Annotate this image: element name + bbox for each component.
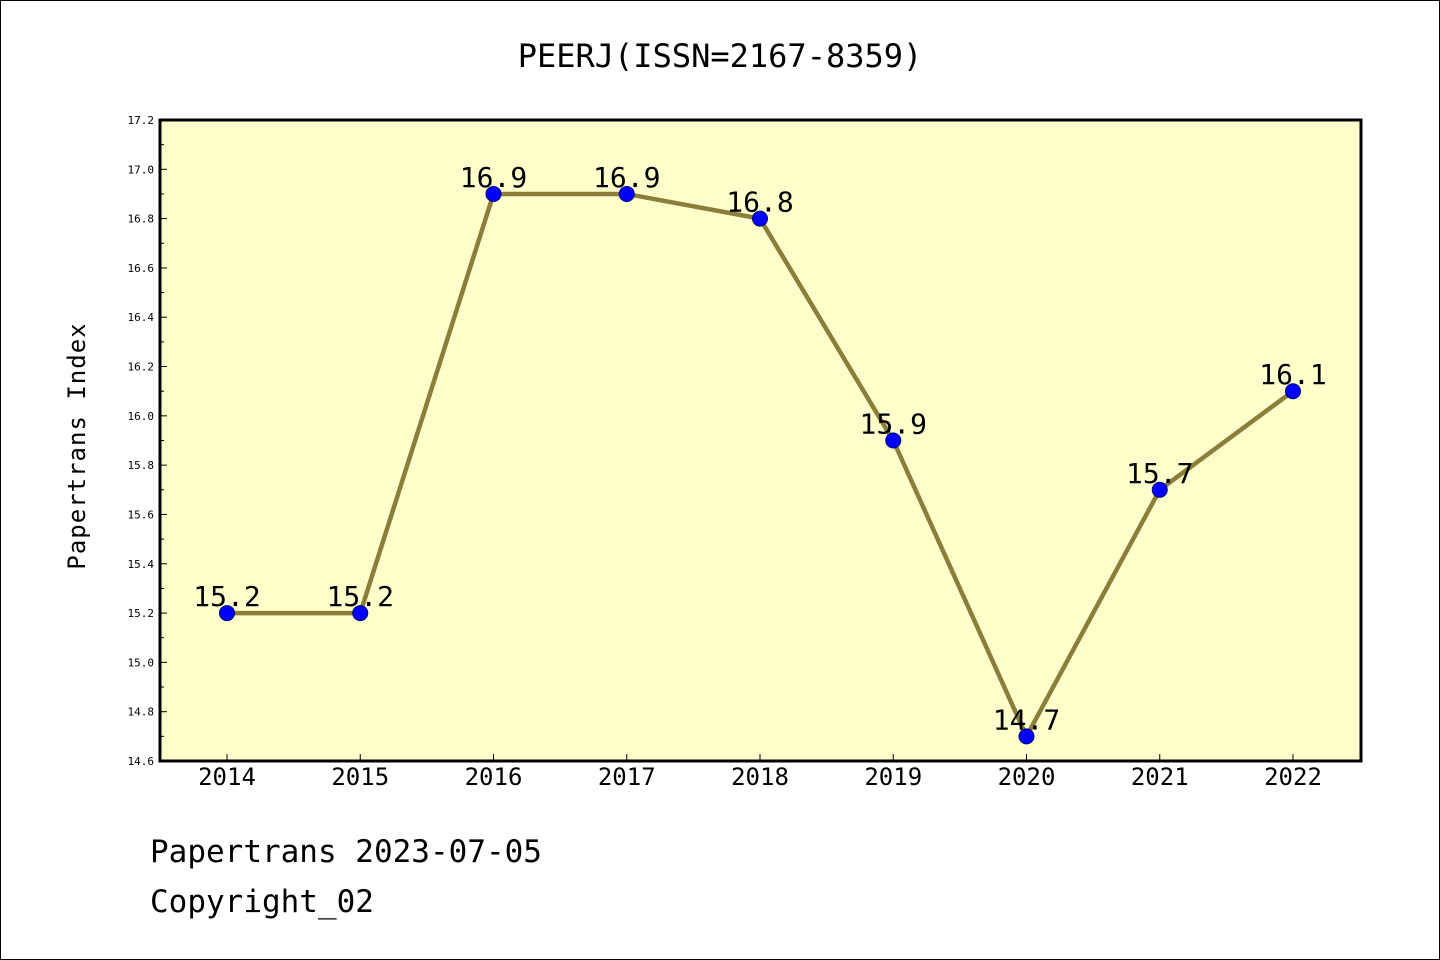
- data-point-label: 16.9: [593, 161, 660, 194]
- x-tick-label: 2016: [465, 763, 523, 791]
- y-tick-label: 16.2: [128, 361, 155, 374]
- data-point-marker: [352, 605, 369, 622]
- footer-date-text: Papertrans 2023-07-05: [150, 834, 542, 870]
- data-point-marker: [1018, 728, 1035, 745]
- y-axis-ticks: 14.6 14.8 15.0 15.2 15.4 15.6 15.8 16.0 16.2 16.4…: [128, 114, 167, 768]
- series-markers-group: [219, 185, 1301, 745]
- y-tick-label: 15.8: [128, 459, 155, 472]
- data-point-marker: [485, 185, 502, 202]
- data-point-marker: [752, 210, 768, 227]
- y-tick-label: 16.6: [128, 262, 155, 275]
- x-tick-label: 2014: [198, 763, 256, 791]
- data-point-marker: [885, 432, 902, 449]
- data-point-label: 15.9: [860, 408, 927, 441]
- y-tick-label: 14.8: [128, 706, 155, 719]
- footer-copyright-text: Copyright_02: [150, 884, 374, 920]
- data-point-marker: [618, 185, 635, 202]
- y-tick-label: 16.0: [128, 410, 155, 423]
- data-point-label: 15.7: [1126, 457, 1193, 490]
- y-tick-label: 16.4: [128, 311, 155, 324]
- y-tick-label: 17.2: [128, 114, 155, 127]
- data-point-label: 14.7: [993, 703, 1060, 736]
- x-tick-label: 2021: [1131, 763, 1189, 791]
- x-tick-label: 2017: [598, 763, 656, 791]
- data-point-marker: [219, 605, 235, 622]
- data-point-label: 16.8: [726, 186, 793, 219]
- y-tick-label: 15.4: [128, 558, 155, 571]
- y-tick-label: 14.6: [128, 755, 155, 768]
- y-axis-label: Papertrans Index: [63, 322, 91, 569]
- y-tick-label: 15.0: [128, 656, 155, 669]
- x-tick-label: 2018: [731, 763, 789, 791]
- x-tick-label: 2015: [331, 763, 389, 791]
- data-point-label: 16.1: [1259, 358, 1326, 391]
- y-tick-label: 16.8: [128, 213, 155, 226]
- data-point-marker: [1285, 383, 1301, 400]
- x-tick-label: 2020: [998, 763, 1056, 791]
- y-tick-label: 17.0: [128, 163, 155, 176]
- chart-title: PEERJ(ISSN=2167-8359): [518, 37, 923, 75]
- y-tick-label: 15.2: [128, 607, 155, 620]
- data-point-label: 16.9: [460, 161, 527, 194]
- x-axis-ticks: 2014 2015 2016 2017 2018 2019 2020 2021 2022: [198, 754, 1322, 791]
- data-labels-group: 15.2 15.2 16.9 16.9 16.8 15.9 14.7 15.7 16.1: [193, 161, 1326, 736]
- x-tick-label: 2022: [1264, 763, 1322, 791]
- data-point-label: 15.2: [193, 580, 260, 613]
- plot-area: [158, 118, 1363, 763]
- data-point-label: 15.2: [327, 580, 394, 613]
- x-tick-label: 2019: [864, 763, 922, 791]
- data-point-marker: [1151, 481, 1168, 498]
- y-tick-label: 15.6: [128, 508, 155, 521]
